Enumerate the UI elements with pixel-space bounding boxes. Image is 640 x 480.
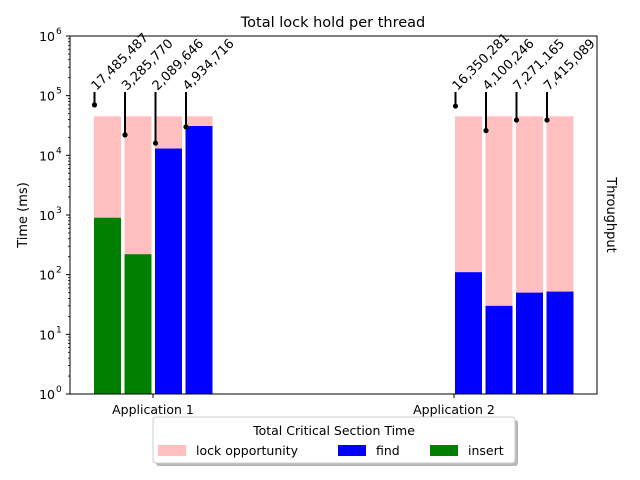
legend-box — [152, 416, 516, 464]
throughput-marker — [452, 103, 459, 109]
y-tick-base: 10 — [39, 208, 55, 223]
legend-swatch — [430, 445, 458, 456]
x-axis: Application 1 Application 2 — [112, 394, 495, 417]
legend-title: Total Critical Section Time — [252, 423, 415, 438]
y-tick-base: 10 — [39, 387, 55, 402]
y-tick-base: 10 — [39, 148, 55, 163]
legend-label: find — [376, 443, 400, 458]
y-tick-exponent: 0 — [56, 385, 62, 395]
right-axis-label: Throughput — [603, 176, 618, 253]
y-tick-base: 10 — [39, 268, 55, 283]
find-bar — [516, 292, 543, 394]
y-tick-base: 10 — [39, 89, 55, 104]
legend-swatch — [158, 445, 186, 456]
insert-bar — [124, 254, 152, 394]
find-bar — [546, 291, 574, 394]
legend-label: lock opportunity — [196, 443, 299, 458]
y-tick-base: 10 — [39, 327, 55, 342]
y-tick-exponent: 6 — [56, 27, 62, 37]
y-tick-exponent: 4 — [56, 146, 62, 156]
y-tick-exponent: 2 — [56, 266, 62, 276]
find-bar — [185, 126, 213, 395]
insert-bar — [94, 217, 121, 394]
throughput-marker — [152, 140, 159, 146]
y-axis-label: Time (ms) — [16, 182, 31, 249]
throughput-marker — [544, 117, 550, 123]
y-tick-exponent: 3 — [56, 206, 62, 216]
y-tick-exponent: 5 — [56, 87, 62, 97]
y-tick-base: 10 — [39, 29, 55, 44]
throughput-marker — [483, 127, 489, 134]
legend-swatch — [338, 445, 366, 456]
find-bar — [455, 272, 482, 394]
throughput-marker — [513, 117, 520, 123]
y-tick-exponent: 1 — [56, 325, 62, 335]
bars-layer — [94, 116, 574, 395]
throughput-marker — [91, 102, 98, 108]
throughput-marker — [122, 132, 128, 138]
chart-title: Total lock hold per thread — [240, 15, 425, 31]
x-tick-label: Application 2 — [413, 402, 495, 417]
find-bar — [485, 305, 513, 394]
find-bar — [155, 148, 182, 394]
x-tick-label: Application 1 — [112, 402, 194, 417]
throughput-marker — [183, 124, 189, 130]
legend: Total Critical Section Time lock opportu… — [152, 416, 518, 466]
legend-label: insert — [468, 443, 504, 458]
